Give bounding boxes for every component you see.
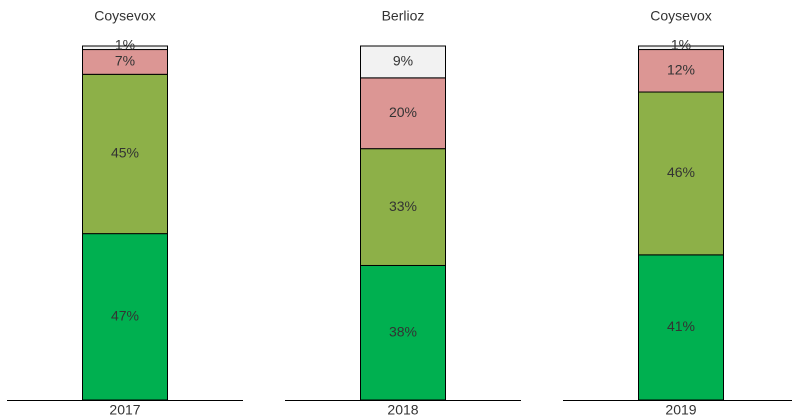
bar-segment [360,45,446,79]
data-label: 1% [115,36,135,52]
bar-segment [638,45,724,51]
bar-segment [360,148,446,266]
panel-title: Berlioz [382,8,425,24]
bar-segment [638,91,724,256]
data-label: 33% [389,198,417,214]
bar-segment [82,45,168,51]
data-label: 12% [667,61,695,77]
data-label: 38% [389,323,417,339]
panel-title: Coysevox [94,8,155,24]
x-tick-label: 2018 [387,402,418,418]
panel-title: Coysevox [650,8,711,24]
data-label: 41% [667,318,695,334]
bar-segment [360,264,446,401]
data-label: 1% [671,36,691,52]
data-label: 9% [393,53,413,69]
data-label: 46% [667,164,695,180]
bar-segment [638,49,724,93]
bar-segment [82,233,168,401]
bar-segment [360,77,446,150]
data-label: 47% [111,308,139,324]
data-label: 45% [111,145,139,161]
x-tick-label: 2017 [109,402,140,418]
bar-segment [82,73,168,235]
x-tick-label: 2019 [665,402,696,418]
data-label: 7% [115,53,135,69]
data-label: 20% [389,104,417,120]
